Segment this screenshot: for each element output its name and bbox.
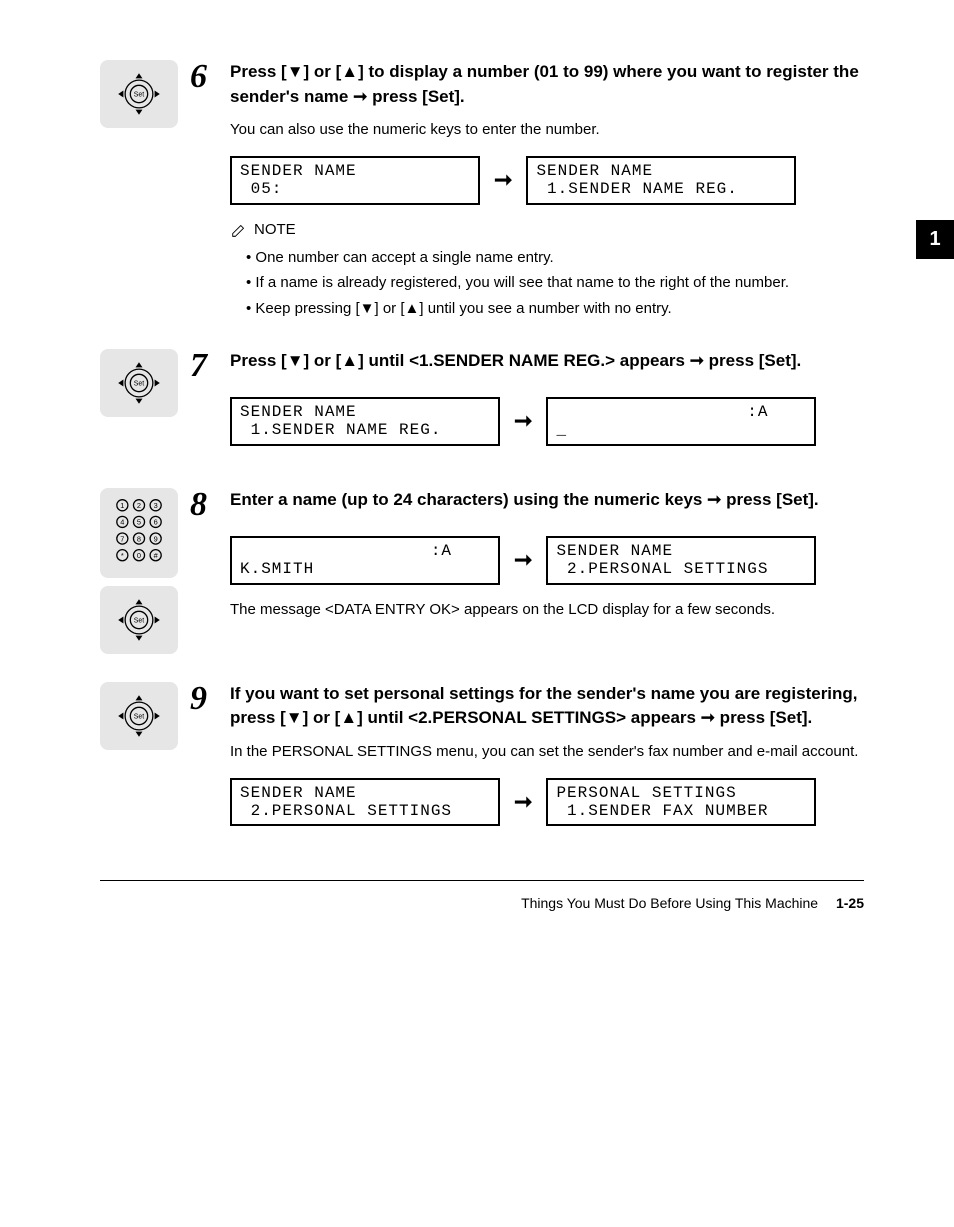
chapter-tab: 1 xyxy=(916,220,954,259)
page-footer: Things You Must Do Before Using This Mac… xyxy=(100,880,864,911)
footer-text: Things You Must Do Before Using This Mac… xyxy=(521,895,818,911)
note-list: One number can accept a single name entr… xyxy=(230,245,864,322)
note-item: Keep pressing [▼] or [▲] until you see a… xyxy=(246,296,864,322)
svg-text:2: 2 xyxy=(137,501,141,510)
note-item: One number can accept a single name entr… xyxy=(246,245,864,271)
step-body: The message <DATA ENTRY OK> appears on t… xyxy=(230,599,864,622)
nav-set-icon: Set xyxy=(100,349,178,417)
svg-text:4: 4 xyxy=(120,518,124,527)
step-7: Set 7 Press [▼] or [▲] until <1.SENDER N… xyxy=(100,349,864,460)
svg-text:Set: Set xyxy=(134,381,144,388)
svg-text:3: 3 xyxy=(154,501,158,510)
step-number: 9 xyxy=(190,682,224,716)
arrow-icon: ➞ xyxy=(514,547,532,573)
arrow-icon: ➞ xyxy=(514,408,532,434)
lcd-display: SENDER NAME 2.PERSONAL SETTINGS xyxy=(230,778,500,827)
lcd-display: PERSONAL SETTINGS 1.SENDER FAX NUMBER xyxy=(546,778,816,827)
svg-text:Set: Set xyxy=(134,713,144,720)
step-8: 1 2 3 4 5 6 7 8 9 * 0 # xyxy=(100,488,864,654)
step-title: Press [▼] or [▲] to display a number (01… xyxy=(230,60,864,109)
arrow-icon: ➞ xyxy=(494,167,512,193)
step-6: Set 6 Press [▼] or [▲] to display a numb… xyxy=(100,60,864,321)
lcd-display: :A K.SMITH xyxy=(230,536,500,585)
note-label-text: NOTE xyxy=(254,221,296,238)
nav-set-icon: Set xyxy=(100,60,178,128)
step-number: 6 xyxy=(190,60,224,94)
svg-text:Set: Set xyxy=(134,617,144,624)
step-number: 7 xyxy=(190,349,224,383)
note-label: NOTE xyxy=(230,221,864,239)
svg-text:5: 5 xyxy=(137,518,141,527)
step-body: You can also use the numeric keys to ent… xyxy=(230,119,864,142)
step-title: If you want to set personal settings for… xyxy=(230,682,864,731)
svg-text:#: # xyxy=(154,551,159,560)
nav-set-icon: Set xyxy=(100,586,178,654)
nav-set-icon: Set xyxy=(100,682,178,750)
svg-text:6: 6 xyxy=(154,518,158,527)
svg-text:9: 9 xyxy=(154,534,158,543)
svg-text:Set: Set xyxy=(134,92,144,99)
side-label-container: Before You Start Using This Machine xyxy=(916,270,954,570)
svg-text:1: 1 xyxy=(120,501,124,510)
note-item: If a name is already registered, you wil… xyxy=(246,270,864,296)
svg-text:0: 0 xyxy=(137,551,141,560)
step-body: In the PERSONAL SETTINGS menu, you can s… xyxy=(230,741,864,764)
footer-page: 1-25 xyxy=(836,895,864,911)
svg-text:7: 7 xyxy=(120,534,124,543)
lcd-display: SENDER NAME 1.SENDER NAME REG. xyxy=(526,156,796,205)
step-title: Enter a name (up to 24 characters) using… xyxy=(230,488,864,513)
svg-text:*: * xyxy=(121,551,124,560)
arrow-icon: ➞ xyxy=(514,789,532,815)
step-number: 8 xyxy=(190,488,224,522)
lcd-display: SENDER NAME 2.PERSONAL SETTINGS xyxy=(546,536,816,585)
step-9: Set 9 If you want to set personal settin… xyxy=(100,682,864,841)
lcd-display: SENDER NAME 05: xyxy=(230,156,480,205)
svg-text:8: 8 xyxy=(137,534,141,543)
keypad-icon: 1 2 3 4 5 6 7 8 9 * 0 # xyxy=(100,488,178,578)
lcd-display: :A _ xyxy=(546,397,816,446)
pencil-icon xyxy=(230,221,248,239)
lcd-display: SENDER NAME 1.SENDER NAME REG. xyxy=(230,397,500,446)
step-title: Press [▼] or [▲] until <1.SENDER NAME RE… xyxy=(230,349,864,374)
